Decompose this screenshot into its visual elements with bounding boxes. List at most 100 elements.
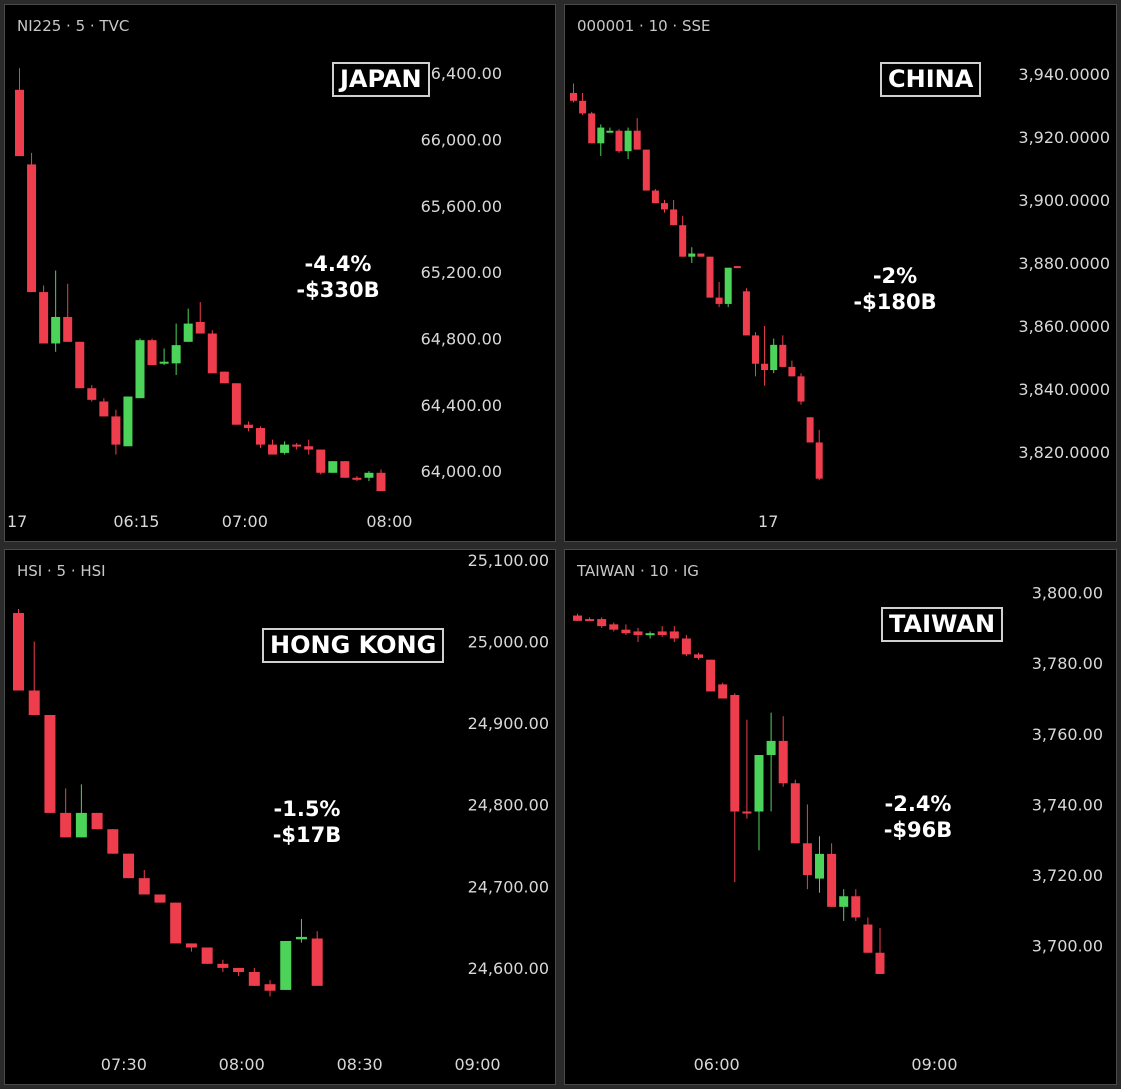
candle-body [233, 967, 245, 972]
candle [123, 396, 133, 447]
candle [742, 288, 750, 336]
candle-body [39, 292, 49, 344]
x-tick-label: 08:30 [337, 1055, 383, 1074]
candle [779, 335, 787, 367]
candle [135, 338, 145, 399]
change-value: -$96B [883, 818, 953, 842]
candle-body [185, 943, 197, 948]
candle-body [340, 461, 350, 478]
candle [60, 788, 72, 838]
candle [51, 270, 61, 352]
candle-body [217, 963, 229, 968]
y-tick-label: 3,780.00 [1032, 654, 1103, 673]
candle-body [694, 654, 703, 658]
country-label: TAIWAN [881, 607, 1004, 642]
candle-body [123, 396, 133, 447]
candle-body [779, 344, 787, 367]
chart-panel-china[interactable]: 3,940.0000 3,920.0000 3,900.0000 3,880.0000… [564, 4, 1117, 542]
chart-panel-japan[interactable]: 66,400.00 66,000.00 65,600.00 65,200.00 64,8… [4, 4, 556, 542]
candle [633, 627, 643, 643]
candle [730, 693, 740, 883]
change-value: -$17B [272, 823, 342, 847]
candle [295, 918, 307, 943]
candle [44, 715, 56, 813]
y-tick-label: 3,860.0000 [1018, 317, 1110, 336]
candle-body [243, 424, 253, 429]
candle-body [248, 971, 260, 986]
candle-body [201, 947, 213, 964]
candle-body [661, 203, 668, 210]
y-tick-label: 24,800.00 [468, 796, 549, 815]
candle [170, 902, 182, 944]
symbol-label: NI225 · 5 · TVC [17, 17, 130, 35]
candle-body [806, 417, 814, 443]
candle [724, 267, 732, 308]
candle-body [615, 130, 623, 152]
candle [597, 617, 607, 628]
y-tick-label: 24,900.00 [468, 714, 549, 733]
candle [606, 127, 614, 133]
candle [27, 152, 37, 293]
candle-body [123, 853, 135, 879]
candle-body [170, 902, 182, 944]
candle [863, 917, 873, 953]
candle [256, 426, 265, 448]
change-annotation: -1.5% -$17B [237, 796, 377, 848]
candle [615, 129, 623, 153]
candle-body [311, 938, 323, 986]
candle [651, 188, 659, 204]
candle [280, 940, 292, 990]
candle-body [13, 613, 24, 691]
candle [766, 712, 776, 812]
candle [609, 622, 619, 632]
chart-panel-hong-kong[interactable]: 25,100.00 25,000.00 24,900.00 24,800.00 24,7… [4, 549, 556, 1085]
candle-body [624, 130, 632, 152]
candle-body [28, 690, 40, 715]
candle [91, 812, 103, 830]
candle-body [851, 896, 861, 918]
change-annotation: -2.4% -$96B [848, 791, 988, 843]
candle [280, 441, 290, 455]
candle-body [790, 783, 800, 844]
candle-body [352, 477, 362, 480]
x-tick-label: 09:00 [454, 1055, 500, 1074]
candle [195, 302, 205, 334]
candle-body [195, 321, 205, 334]
y-tick-label: 66,000.00 [421, 131, 502, 150]
candle [352, 476, 362, 482]
candle-body [761, 363, 769, 371]
candle [752, 332, 759, 377]
candle-body [752, 335, 759, 364]
candle-body [621, 629, 631, 634]
candle [790, 779, 800, 844]
candle-body [63, 316, 73, 342]
change-percent: -2% [872, 264, 918, 288]
candle [839, 889, 849, 921]
candle [28, 641, 40, 715]
candle [706, 659, 716, 692]
country-label: JAPAN [332, 62, 430, 97]
candle-body [788, 366, 796, 377]
candle [87, 384, 97, 402]
candle [642, 149, 650, 191]
candle [183, 308, 193, 342]
candle [669, 626, 679, 643]
candle [827, 843, 837, 907]
chart-panel-taiwan[interactable]: 3,800.00 3,780.00 3,760.00 3,740.00 3,720.00… [564, 549, 1117, 1085]
y-tick-label: 65,600.00 [421, 197, 502, 216]
candle [340, 461, 350, 478]
candle-body [183, 323, 193, 342]
candle [761, 325, 769, 386]
candle [107, 829, 119, 854]
candle [661, 200, 668, 213]
symbol-label: TAIWAN · 10 · IG [577, 562, 699, 580]
candle [219, 371, 229, 384]
candle-body [295, 936, 307, 940]
y-tick-label: 64,400.00 [421, 396, 502, 415]
x-tick-label: 17 [758, 512, 778, 531]
candle-body [147, 340, 157, 366]
candle-body [863, 924, 873, 953]
candle [311, 931, 323, 986]
candle [304, 439, 314, 455]
candle [670, 200, 678, 226]
